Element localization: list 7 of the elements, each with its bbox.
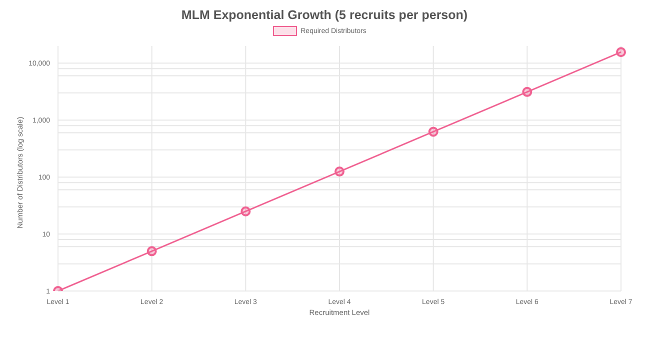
point [522, 86, 532, 97]
chart-title: MLM Exponential Growth (5 recruits per person) [180, 8, 469, 24]
point [428, 126, 438, 137]
point [334, 166, 344, 177]
point [616, 47, 626, 58]
point [146, 246, 157, 256]
point [240, 206, 251, 216]
